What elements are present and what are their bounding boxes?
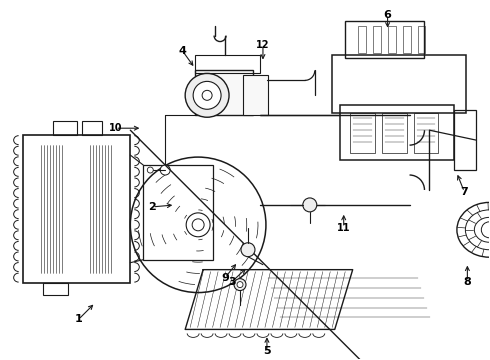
Text: 9: 9: [221, 273, 229, 283]
Circle shape: [303, 198, 317, 212]
Bar: [358, 26, 366, 54]
Text: 7: 7: [461, 187, 468, 197]
Circle shape: [202, 90, 212, 100]
Bar: [195, 71, 253, 115]
Circle shape: [192, 219, 204, 231]
Text: 1: 1: [74, 314, 82, 324]
Text: 3: 3: [228, 276, 236, 287]
Bar: [143, 165, 213, 260]
Bar: [332, 55, 466, 113]
Bar: [388, 26, 395, 54]
Bar: [403, 26, 411, 54]
Bar: [82, 121, 102, 135]
Bar: [195, 55, 260, 73]
Bar: [417, 26, 425, 54]
Text: 8: 8: [464, 276, 471, 287]
Text: 12: 12: [256, 40, 270, 50]
Text: 6: 6: [384, 10, 392, 20]
Bar: [382, 113, 407, 153]
Circle shape: [147, 167, 153, 173]
Bar: [23, 135, 130, 283]
Text: 4: 4: [178, 45, 186, 55]
Circle shape: [186, 213, 210, 237]
Bar: [454, 110, 476, 170]
Text: 2: 2: [148, 202, 156, 212]
Circle shape: [160, 165, 170, 175]
Text: 10: 10: [109, 123, 122, 133]
Bar: [372, 26, 381, 54]
Bar: [243, 75, 268, 115]
Circle shape: [241, 243, 255, 257]
Bar: [52, 121, 77, 135]
Bar: [340, 105, 454, 160]
Circle shape: [481, 222, 490, 238]
Bar: [414, 113, 439, 153]
Circle shape: [185, 73, 229, 117]
Circle shape: [237, 282, 243, 288]
Bar: [43, 283, 68, 294]
Text: 11: 11: [337, 223, 350, 233]
Circle shape: [193, 81, 221, 109]
Bar: [345, 21, 424, 58]
Text: 5: 5: [263, 346, 271, 356]
Circle shape: [234, 279, 246, 291]
Bar: [350, 113, 375, 153]
